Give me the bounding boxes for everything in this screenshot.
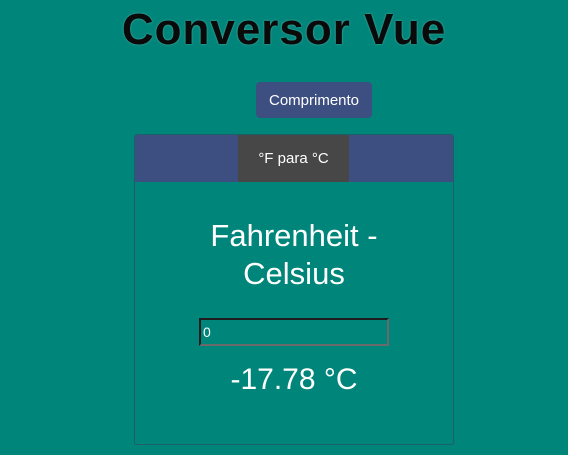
- celsius-result: -17.78 °C: [230, 363, 358, 396]
- converter-title-line2: Celsius: [243, 256, 345, 291]
- converter-card: °F para °C Fahrenheit - Celsius -17.78 °…: [134, 134, 454, 445]
- comprimento-button[interactable]: Comprimento: [256, 82, 372, 118]
- tab-bar: °F para °C: [135, 135, 453, 182]
- converter-title-line1: Fahrenheit -: [210, 218, 378, 253]
- fahrenheit-input[interactable]: [199, 318, 389, 346]
- converter-title: Fahrenheit - Celsius: [135, 217, 453, 293]
- tab-fahrenheit-to-celsius[interactable]: °F para °C: [238, 135, 349, 182]
- app-title: Conversor Vue: [121, 5, 447, 54]
